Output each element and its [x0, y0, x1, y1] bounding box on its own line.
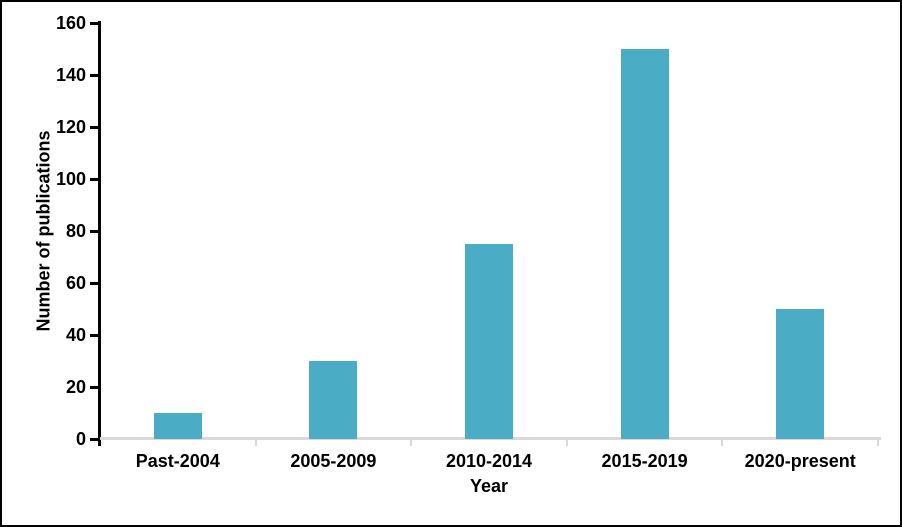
- y-axis-tick-label: 160: [55, 13, 86, 33]
- y-axis-tick-label: 20: [65, 377, 86, 397]
- x-axis-tick: [877, 437, 879, 446]
- y-axis-tick-label: 140: [55, 65, 86, 85]
- y-axis-tick-label: 120: [55, 117, 86, 137]
- y-axis-tick-label: 80: [65, 221, 86, 241]
- y-axis-tick: [90, 437, 99, 441]
- x-axis-category-label: 2020-present: [744, 451, 856, 471]
- y-axis-tick-label: 100: [55, 169, 86, 189]
- x-axis-category-label: 2010-2014: [445, 451, 533, 471]
- y-axis-tick: [90, 333, 99, 337]
- y-axis-tick: [90, 385, 99, 389]
- x-axis-tick: [254, 437, 257, 446]
- plot-area: 0 20 40 60 80 100 120 140 160 Past-2004 2005-2009…: [56, 13, 881, 471]
- x-axis-tick: [410, 437, 413, 446]
- y-axis-tick-label: 60: [65, 273, 86, 293]
- bar: [776, 309, 825, 439]
- y-axis-tick-label: 0: [75, 429, 86, 449]
- y-axis-tick: [90, 229, 99, 233]
- x-axis-tick: [565, 437, 568, 446]
- x-axis-category-label: 2005-2009: [290, 451, 377, 471]
- y-axis-tick: [90, 125, 99, 129]
- bar: [153, 413, 202, 439]
- x-axis-category-label: Past-2004: [135, 451, 220, 471]
- x-axis-title: Year: [469, 476, 509, 496]
- y-axis-tick: [90, 21, 99, 25]
- y-axis-tick-label: 40: [65, 325, 86, 345]
- y-axis-tick: [90, 281, 99, 285]
- x-axis-tick: [721, 437, 724, 446]
- y-axis-line: [98, 21, 101, 446]
- x-axis-category-label: 2015-2019: [601, 451, 688, 471]
- bar: [465, 244, 513, 439]
- bar: [309, 361, 358, 439]
- bar: [620, 49, 669, 439]
- y-axis-tick: [90, 177, 99, 181]
- y-axis-tick: [90, 73, 99, 77]
